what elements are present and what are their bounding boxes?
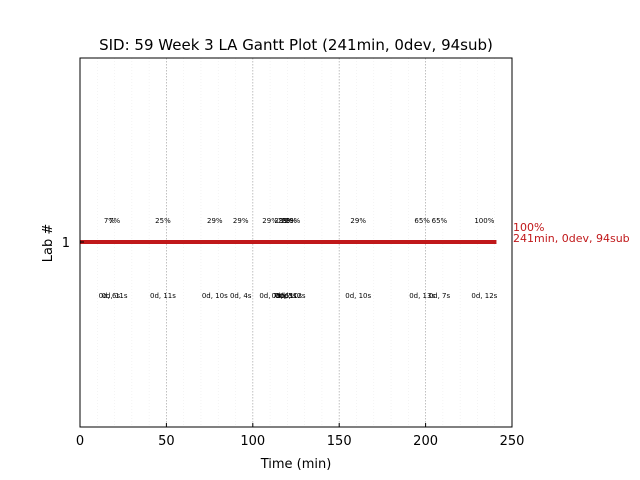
x-tick-label: 200: [413, 434, 438, 449]
submission-percent-label: 25%: [155, 217, 171, 225]
submission-percent-label: 29%: [278, 217, 294, 225]
submission-info-label: 0d, 12s: [471, 292, 497, 300]
submission-info-label: 0d, 10s: [202, 292, 228, 300]
submission-info-label: 0d, 7s: [429, 292, 451, 300]
submission-info-label: 0d, 5s: [275, 292, 297, 300]
submission-percent-label: 65%: [432, 217, 448, 225]
submission-info-label: 0d, 12s: [280, 292, 306, 300]
submission-percent-label: 29%: [274, 217, 290, 225]
submission-info-label: 0d, 10s: [276, 292, 302, 300]
x-tick-label: 100: [240, 434, 265, 449]
submission-percent-label: 29%: [233, 217, 249, 225]
y-axis-ticks: 1: [62, 236, 84, 251]
submission-percent-label: 100%: [474, 217, 494, 225]
submission-info-label: 0d, 10s: [345, 292, 371, 300]
submission-percent-label: 29%: [350, 217, 366, 225]
submission-info-label: 0d, 11s: [102, 292, 128, 300]
submission-info-label: 0d, 7s: [259, 292, 281, 300]
submission-percent-label: 7%: [109, 217, 120, 225]
submission-percent-label: 29%: [281, 217, 297, 225]
submission-labels: 7% 0d, 6s 7% 0d, 11s 25% 0d, 11s 29% 0d, 10s 29%…: [99, 217, 498, 300]
submission-info-label: 0d, 4s: [230, 292, 252, 300]
submission-info-label: 0d, 11s: [150, 292, 176, 300]
submission-percent-label: 29%: [285, 217, 301, 225]
bar-end-labels: 100%241min, 0dev, 94sub: [513, 221, 630, 245]
x-axis-ticks: 0 50 100 150 200 250: [76, 423, 525, 449]
x-tick-label: 150: [327, 434, 352, 449]
y-axis-label: Lab #: [41, 224, 56, 263]
submission-percent-label: 7%: [104, 217, 115, 225]
submission-percent-label: 65%: [414, 217, 430, 225]
chart-title: SID: 59 Week 3 LA Gantt Plot (241min, 0d…: [99, 36, 493, 54]
x-tick-label: 0: [76, 434, 84, 449]
submission-info-label: 0d, 13s: [409, 292, 435, 300]
submission-percent-label: 29%: [262, 217, 278, 225]
y-tick-label: 1: [62, 236, 70, 251]
submission-info-label: 0d, 6s: [271, 292, 293, 300]
submission-info-label: 0d, 6s: [99, 292, 121, 300]
x-tick-label: 50: [158, 434, 175, 449]
bar-end-label: 241min, 0dev, 94sub: [513, 232, 630, 245]
bar-end-label: 100%: [513, 221, 544, 234]
x-tick-label: 250: [500, 434, 525, 449]
x-axis-label: Time (min): [260, 457, 332, 472]
submission-percent-label: 29%: [207, 217, 223, 225]
